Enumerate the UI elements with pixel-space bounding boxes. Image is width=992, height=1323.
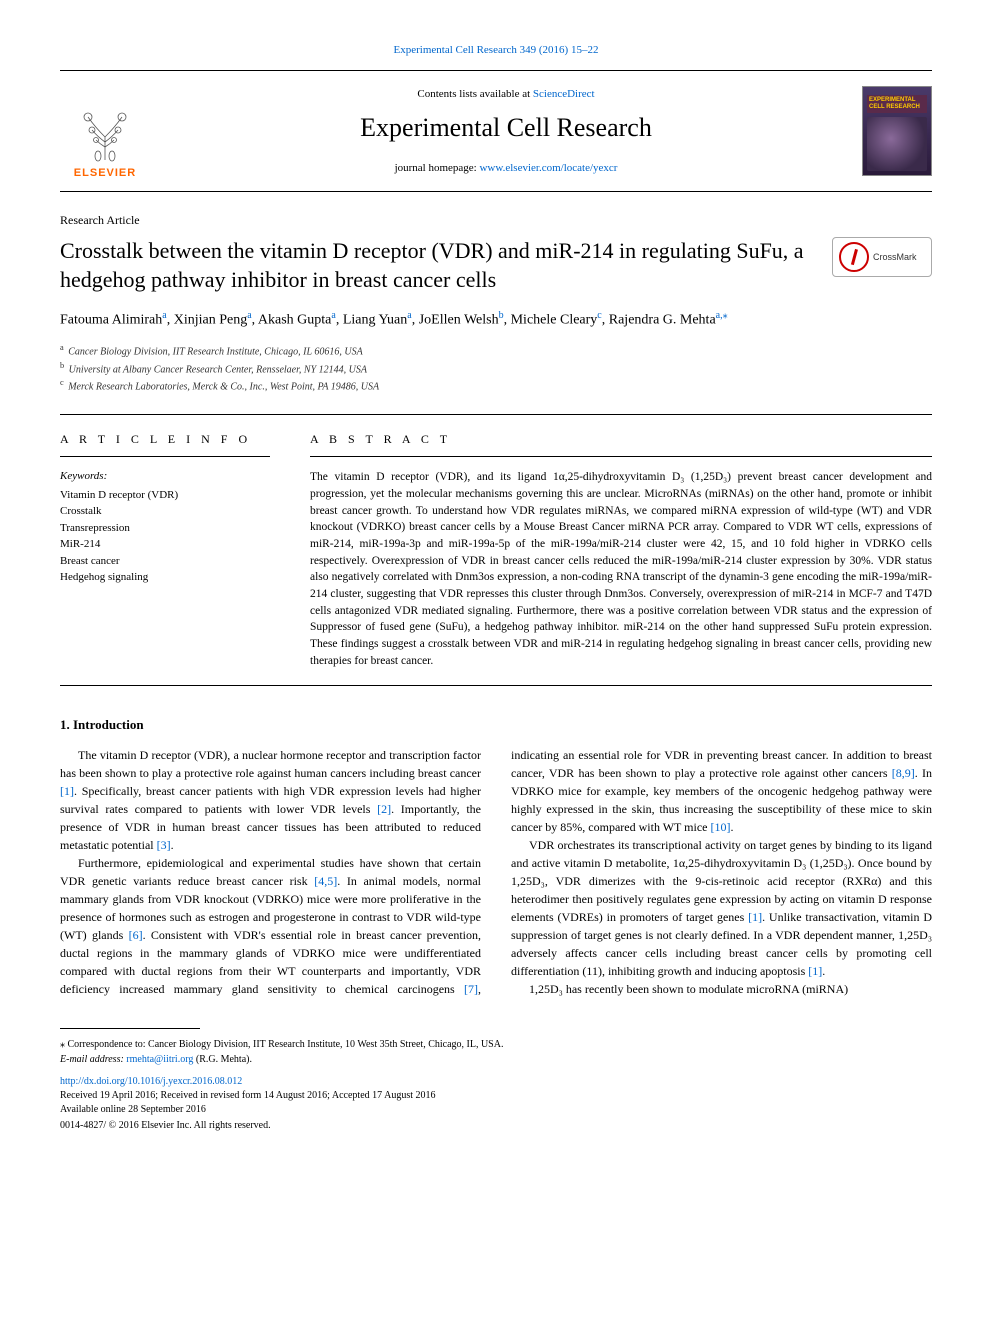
- sciencedirect-link[interactable]: ScienceDirect: [533, 88, 595, 100]
- body-p3c: .: [822, 964, 825, 978]
- cover-image: [867, 117, 927, 171]
- body-p1d: .: [171, 838, 174, 852]
- author-3: , Akash Gupta: [252, 313, 332, 328]
- author-6: , Michele Cleary: [504, 313, 598, 328]
- masthead-center: Contents lists available at ScienceDirec…: [170, 87, 842, 176]
- keyword: MiR-214: [60, 536, 270, 553]
- article-title: Crosstalk between the vitamin D receptor…: [60, 237, 812, 294]
- ref-link[interactable]: [7]: [464, 982, 478, 996]
- ref-link[interactable]: [1]: [808, 964, 822, 978]
- available-line: Available online 28 September 2016: [60, 1103, 932, 1117]
- doi-link[interactable]: http://dx.doi.org/10.1016/j.yexcr.2016.0…: [60, 1076, 242, 1087]
- affiliations: a Cancer Biology Division, IIT Research …: [60, 342, 932, 394]
- info-heading: A R T I C L E I N F O: [60, 431, 270, 457]
- elsevier-logo: ELSEVIER: [60, 81, 150, 181]
- ref-link[interactable]: [10]: [710, 820, 730, 834]
- crossmark-label: CrossMark: [873, 251, 917, 264]
- affiliation-c: Merck Research Laboratories, Merck & Co.…: [68, 381, 379, 392]
- keyword: Breast cancer: [60, 553, 270, 570]
- body-p1a: The vitamin D receptor (VDR), a nuclear …: [60, 748, 481, 780]
- keyword: Transrepression: [60, 520, 270, 537]
- elsevier-wordmark: ELSEVIER: [74, 166, 136, 181]
- ref-link[interactable]: [4,5]: [314, 874, 337, 888]
- ref-link[interactable]: [1]: [60, 784, 74, 798]
- copyright: 0014-4827/ © 2016 Elsevier Inc. All righ…: [60, 1119, 932, 1133]
- body-p2f: .: [730, 820, 733, 834]
- author-1: Fatouma Alimirah: [60, 313, 162, 328]
- keywords-label: Keywords:: [60, 469, 270, 484]
- section-heading: 1. Introduction: [60, 716, 932, 734]
- contents-text: Contents lists available at: [417, 88, 532, 100]
- ref-link[interactable]: [8,9]: [892, 766, 915, 780]
- ref-link[interactable]: [6]: [129, 928, 143, 942]
- footer-separator: [60, 1028, 200, 1029]
- keyword: Vitamin D receptor (VDR): [60, 487, 270, 504]
- email-name: (R.G. Mehta).: [193, 1054, 252, 1065]
- abstract-heading: A B S T R A C T: [310, 431, 932, 457]
- citation-header: Experimental Cell Research 349 (2016) 15…: [60, 40, 932, 58]
- contents-available: Contents lists available at ScienceDirec…: [170, 87, 842, 102]
- doi-line: http://dx.doi.org/10.1016/j.yexcr.2016.0…: [60, 1075, 932, 1089]
- masthead: ELSEVIER Contents lists available at Sci…: [60, 70, 932, 192]
- journal-cover: EXPERIMENTAL CELL RESEARCH: [862, 86, 932, 176]
- crossmark-badge[interactable]: CrossMark: [832, 237, 932, 277]
- author-7: , Rajendra G. Mehta: [602, 313, 716, 328]
- author-2: , Xinjian Peng: [167, 313, 248, 328]
- article-type: Research Article: [60, 212, 932, 229]
- keyword: Hedgehog signaling: [60, 569, 270, 586]
- cover-title: EXPERIMENTAL CELL RESEARCH: [867, 95, 927, 112]
- received-line: Received 19 April 2016; Received in revi…: [60, 1089, 932, 1103]
- journal-name: Experimental Cell Research: [170, 110, 842, 146]
- affiliation-b: University at Albany Cancer Research Cen…: [69, 364, 367, 375]
- authors: Fatouma Alimiraha, Xinjian Penga, Akash …: [60, 308, 932, 332]
- correspondence-text: ⁎ Correspondence to: Cancer Biology Divi…: [60, 1037, 932, 1052]
- affiliation-a: Cancer Biology Division, IIT Research In…: [68, 347, 363, 358]
- abstract-text: The vitamin D receptor (VDR), and its li…: [310, 469, 932, 669]
- body-text: The vitamin D receptor (VDR), a nuclear …: [60, 746, 932, 998]
- keyword: Crosstalk: [60, 503, 270, 520]
- author-7-corr[interactable]: ⁎: [723, 310, 728, 321]
- ref-link[interactable]: [2]: [377, 802, 391, 816]
- abstract: A B S T R A C T The vitamin D receptor (…: [310, 431, 932, 669]
- crossmark-icon: [839, 242, 869, 272]
- email-label: E-mail address:: [60, 1054, 126, 1065]
- author-4: , Liang Yuan: [336, 313, 407, 328]
- homepage-line: journal homepage: www.elsevier.com/locat…: [170, 161, 842, 176]
- correspondence: ⁎ Correspondence to: Cancer Biology Divi…: [60, 1037, 932, 1067]
- article-info: A R T I C L E I N F O Keywords: Vitamin …: [60, 431, 270, 669]
- email-link[interactable]: rmehta@iitri.org: [126, 1054, 193, 1065]
- ref-link[interactable]: [1]: [748, 910, 762, 924]
- keywords-list: Vitamin D receptor (VDR) Crosstalk Trans…: [60, 487, 270, 586]
- author-5: , JoEllen Welsh: [412, 313, 499, 328]
- citation-link[interactable]: Experimental Cell Research 349 (2016) 15…: [394, 44, 599, 56]
- author-7-aff[interactable]: a,: [716, 310, 723, 321]
- elsevier-tree-icon: [70, 102, 140, 162]
- homepage-link[interactable]: www.elsevier.com/locate/yexcr: [479, 162, 617, 174]
- homepage-label: journal homepage:: [395, 162, 480, 174]
- ref-link[interactable]: [3]: [157, 838, 171, 852]
- body-p4: 1,25D₃ has recently been shown to modula…: [529, 982, 848, 996]
